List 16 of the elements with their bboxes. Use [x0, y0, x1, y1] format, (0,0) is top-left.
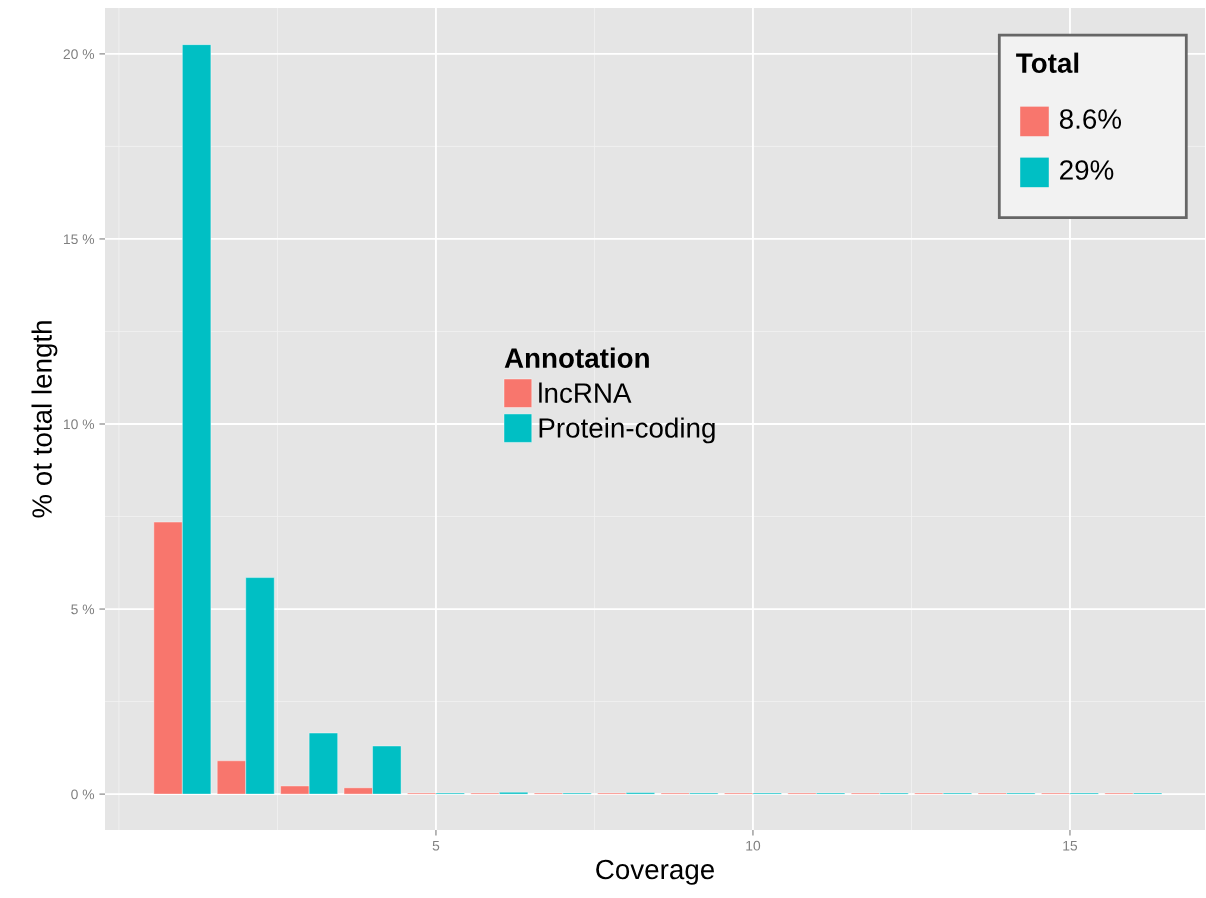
x-tick-label: 5: [432, 840, 440, 851]
y-tick-label: 15 %: [63, 234, 95, 245]
annotation: 8.6%: [1059, 109, 1122, 129]
x-tick-label: 10: [746, 840, 761, 851]
legend-label: Protein-coding: [539, 417, 715, 444]
y-tick-label: 5 %: [71, 604, 95, 615]
annotation: 29%: [1060, 160, 1114, 180]
x-axis-title: Coverage: [596, 859, 714, 885]
annotation: Total: [1016, 52, 1079, 73]
y-tick-label: 10 %: [63, 419, 95, 430]
y-axis-title: % ot total length: [31, 321, 58, 518]
legend-label: lncRNA: [539, 382, 632, 403]
y-tick-label: 20 %: [63, 49, 95, 60]
y-tick-label: 0 %: [71, 789, 95, 800]
x-tick-label: 15: [1063, 840, 1078, 851]
legend-title: Annotation: [504, 347, 649, 368]
